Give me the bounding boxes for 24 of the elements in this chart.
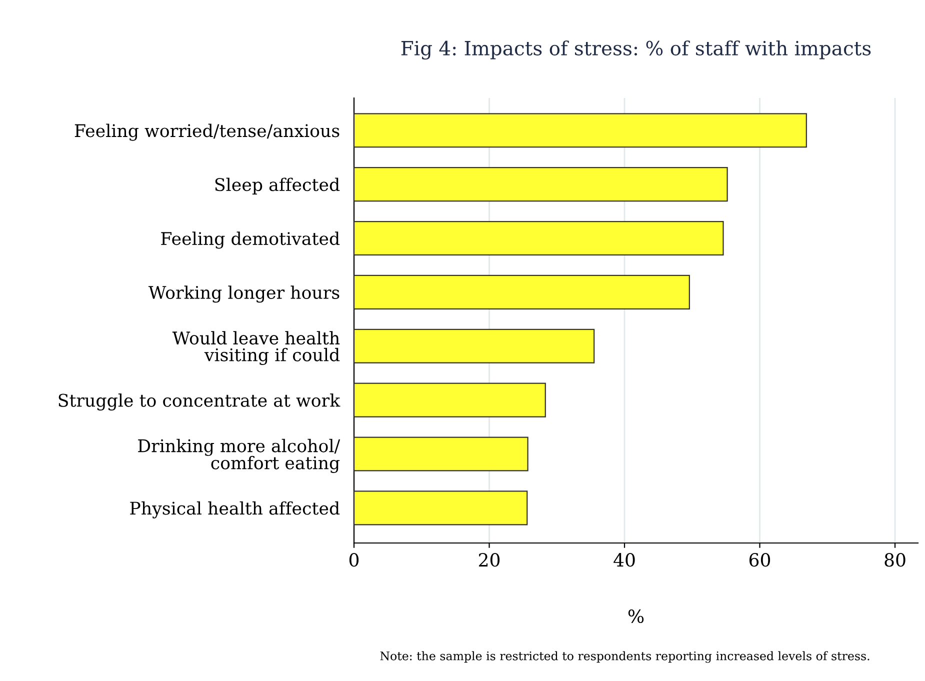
y-tick-label: Would leave health visiting if could (172, 331, 340, 365)
y-tick-label: Drinking more alcohol/ comfort eating (138, 438, 340, 473)
x-tick-label: 60 (749, 553, 770, 567)
chart-title: Fig 4: Impacts of stress: % of staff with impacts (401, 40, 871, 60)
bar (354, 382, 546, 418)
x-tick-label: 80 (884, 553, 906, 567)
y-tick-label: Working longer hours (148, 286, 340, 303)
bar (354, 274, 690, 310)
y-tick-label: Feeling worried/tense/anxious (74, 124, 340, 141)
x-tick-label: 40 (614, 553, 635, 567)
bar (354, 490, 528, 526)
bar (354, 167, 728, 202)
y-tick-label: Sleep affected (215, 178, 340, 195)
x-tick-label: 0 (349, 553, 359, 567)
bar (354, 220, 724, 256)
y-tick-label: Physical health affected (130, 501, 340, 518)
x-axis-title: % (628, 609, 644, 624)
y-tick-label: Feeling demotivated (161, 232, 340, 249)
bar (354, 436, 528, 472)
bar (354, 328, 595, 364)
text: Note: the sample is restricted to respondents reporting increased levels of stress. (380, 651, 870, 663)
bar (354, 113, 807, 148)
y-tick-label: Struggle to concentrate at work (58, 393, 340, 411)
x-tick-label: 20 (478, 553, 500, 567)
